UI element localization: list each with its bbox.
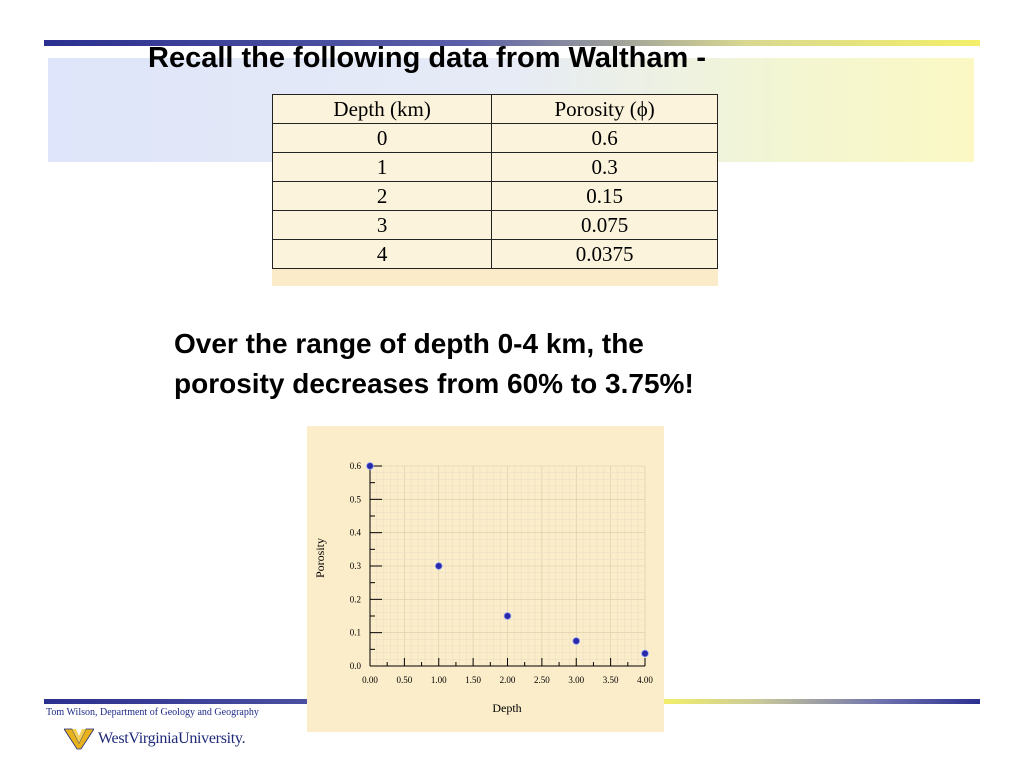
body-text-line-1: Over the range of depth 0-4 km, the — [174, 328, 644, 359]
table-row: 0 0.6 — [271, 123, 718, 153]
footer-credit: Tom Wilson, Department of Geology and Ge… — [46, 707, 259, 718]
data-point — [641, 649, 649, 658]
chart-ticks: 0.00 0.50 1.00 1.50 2.00 2.50 3.00 3.50 4.00 0.0 0… — [350, 461, 654, 685]
chart-grid — [369, 465, 646, 667]
x-axis-label: Depth — [492, 701, 521, 715]
x-tick-label: 0.00 — [362, 675, 378, 685]
depth-cell: 4 — [271, 239, 493, 269]
x-tick-label: 3.00 — [568, 675, 584, 685]
table-row: 1 0.3 — [271, 152, 718, 182]
porosity-cell: 0.15 — [491, 181, 718, 211]
depth-cell: 3 — [271, 210, 493, 240]
table-row: 4 0.0375 — [271, 239, 718, 269]
y-tick-label: 0.3 — [350, 561, 362, 571]
bottom-rule-left — [44, 699, 307, 704]
chart-points — [366, 462, 649, 658]
table-header-row: Depth (km) Porosity (ϕ) — [271, 94, 718, 124]
y-axis-label: Porosity — [313, 538, 327, 578]
y-tick-label: 0.5 — [350, 494, 362, 504]
wvu-logo: WestVirginiaUniversity. — [64, 724, 246, 754]
chart-svg: 0.00 0.50 1.00 1.50 2.00 2.50 3.00 3.50 4.00 0.0 0… — [313, 461, 654, 715]
data-point — [503, 612, 512, 620]
table-row: 2 0.15 — [271, 181, 718, 211]
depth-cell: 1 — [271, 152, 493, 182]
x-tick-label: 1.50 — [465, 675, 481, 685]
body-text-line-2: porosity decreases from 60% to 3.75%! — [174, 368, 694, 399]
data-point — [366, 462, 374, 470]
wvu-flying-wv-icon — [64, 728, 94, 750]
x-tick-label: 3.50 — [603, 675, 619, 685]
wvu-logo-text: WestVirginiaUniversity. — [98, 730, 246, 747]
porosity-cell: 0.075 — [491, 210, 718, 240]
x-tick-label: 4.00 — [637, 675, 653, 685]
y-tick-label: 0.1 — [350, 628, 361, 638]
y-tick-label: 0.6 — [350, 461, 362, 471]
depth-cell: 2 — [271, 181, 493, 211]
header-porosity: Porosity (ϕ) — [491, 94, 718, 124]
data-point — [434, 562, 443, 570]
header-depth: Depth (km) — [271, 94, 493, 124]
y-tick-label: 0.0 — [350, 661, 362, 671]
depth-porosity-table: Depth (km) Porosity (ϕ) 0 0.6 1 0.3 2 0.… — [271, 94, 718, 269]
porosity-cell: 0.6 — [491, 123, 718, 153]
y-tick-label: 0.2 — [350, 594, 361, 604]
bottom-rule — [664, 699, 980, 704]
x-tick-label: 2.50 — [534, 675, 550, 685]
x-tick-label: 1.00 — [431, 675, 447, 685]
x-tick-label: 2.00 — [500, 675, 516, 685]
body-text: Over the range of depth 0-4 km, the poro… — [174, 324, 694, 404]
table-row: 3 0.075 — [271, 210, 718, 240]
depth-cell: 0 — [271, 123, 493, 153]
porosity-cell: 0.3 — [491, 152, 718, 182]
porosity-cell: 0.0375 — [491, 239, 718, 269]
y-tick-label: 0.4 — [350, 528, 362, 538]
slide-title: Recall the following data from Waltham - — [148, 42, 707, 74]
top-rule — [44, 40, 980, 46]
data-point — [572, 637, 581, 645]
data-table-panel: Depth (km) Porosity (ϕ) 0 0.6 1 0.3 2 0.… — [271, 94, 718, 286]
porosity-depth-chart: 0.00 0.50 1.00 1.50 2.00 2.50 3.00 3.50 4.00 0.0 0… — [307, 426, 664, 732]
x-tick-label: 0.50 — [397, 675, 413, 685]
